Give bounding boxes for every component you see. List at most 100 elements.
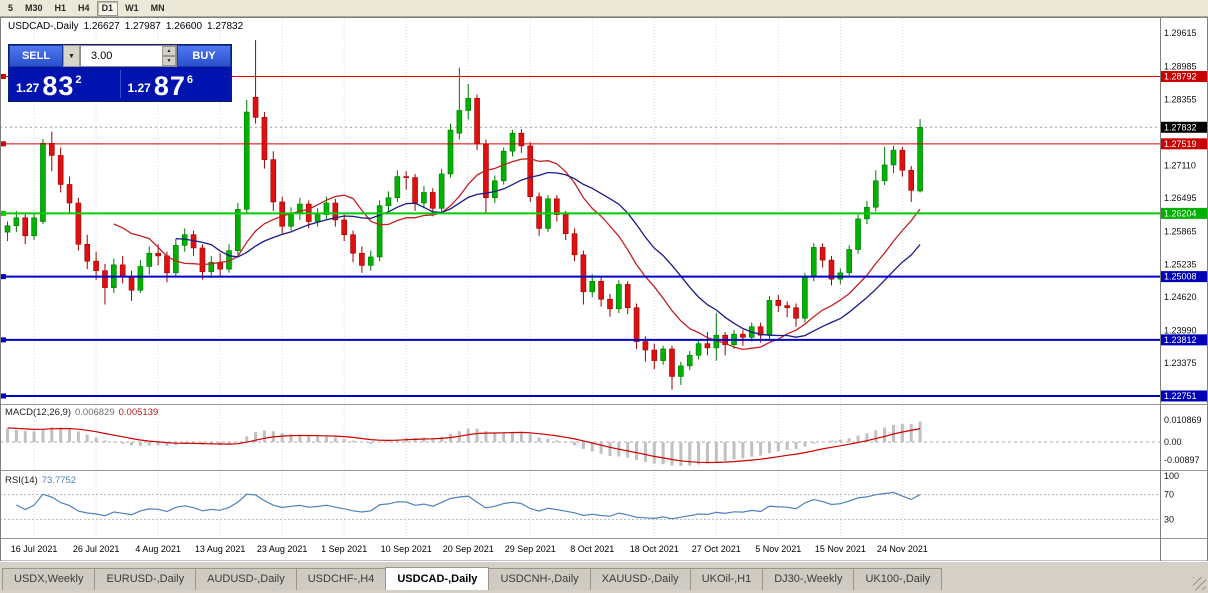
sell-price-prefix: 1.27: [16, 81, 40, 95]
ohlc-close: 1.27832: [207, 21, 244, 32]
level-handle[interactable]: [1, 210, 6, 216]
sell-price-display[interactable]: 1.27 83 2: [9, 67, 120, 101]
svg-text:1 Sep 2021: 1 Sep 2021: [321, 544, 367, 554]
svg-text:0.00: 0.00: [1164, 437, 1182, 447]
chart-tab-usdx-weekly[interactable]: USDX,Weekly: [2, 568, 96, 590]
volume-increase-button[interactable]: ▲: [162, 46, 176, 56]
timeframe-button-h1[interactable]: H1: [54, 2, 67, 13]
macd-main-value: 0.006829: [75, 407, 115, 418]
svg-text:16 Jul 2021: 16 Jul 2021: [11, 544, 58, 554]
sell-price-big: 83: [42, 71, 75, 102]
level-price-tag: [1161, 207, 1207, 219]
svg-text:15 Nov 2021: 15 Nov 2021: [815, 544, 866, 554]
ohlc-open: 1.26627: [83, 21, 120, 32]
chart-tab-uk100-daily[interactable]: UK100-,Daily: [853, 568, 943, 590]
timeframe-button-h4[interactable]: H4: [78, 2, 90, 13]
chart-tab-usdcnh-daily[interactable]: USDCNH-,Daily: [488, 568, 591, 590]
trade-prices-row: 1.27 83 2 1.27 87 6: [9, 67, 231, 101]
svg-text:27 Oct 2021: 27 Oct 2021: [692, 544, 741, 554]
macd-signal-value: 0.005139: [118, 407, 159, 418]
svg-text:23 Aug 2021: 23 Aug 2021: [257, 544, 308, 554]
svg-text:1.25235: 1.25235: [1164, 260, 1197, 270]
svg-text:8 Oct 2021: 8 Oct 2021: [570, 544, 614, 554]
resize-grip[interactable]: [1193, 577, 1206, 590]
candles-layer: [4, 40, 923, 390]
ma-slow-line: [175, 171, 921, 338]
level-handle[interactable]: [1, 393, 6, 399]
svg-text:1.28792: 1.28792: [1164, 72, 1197, 82]
chart-tab-ukoil-h1[interactable]: UKOil-,H1: [689, 568, 764, 590]
chart-title: USDCAD-,Daily 1.26627 1.27987 1.26600 1.2783…: [8, 21, 248, 32]
rsi-value: 73.7752: [41, 475, 77, 486]
volume-spinner: ▲ ▼: [162, 46, 176, 66]
svg-text:29 Sep 2021: 29 Sep 2021: [505, 544, 556, 554]
svg-text:13 Aug 2021: 13 Aug 2021: [195, 544, 246, 554]
chart-tab-usdchf-h4[interactable]: USDCHF-,H4: [295, 568, 387, 590]
rsi-name: RSI(14): [5, 475, 38, 486]
level-handle[interactable]: [1, 74, 6, 80]
chart-tab-dj30-weekly[interactable]: DJ30-,Weekly: [762, 568, 855, 590]
macd-signal-line: [7, 427, 921, 464]
svg-text:1.27519: 1.27519: [1164, 139, 1197, 149]
volume-decrease-button[interactable]: ▼: [162, 56, 176, 66]
ma-fast-line: [113, 158, 921, 351]
timeframe-toolbar: 5 M30 H1 H4 D1 W1 MN: [0, 0, 1208, 17]
svg-text:1.26204: 1.26204: [1164, 208, 1197, 218]
svg-text:30: 30: [1164, 514, 1174, 524]
timeframe-button-d1[interactable]: D1: [96, 0, 119, 16]
svg-text:1.27832: 1.27832: [1164, 122, 1197, 132]
buy-price-display[interactable]: 1.27 87 6: [121, 67, 232, 101]
sell-price-pip: 2: [75, 74, 82, 86]
chart-tab-xauusd-daily[interactable]: XAUUSD-,Daily: [589, 568, 691, 590]
timeframe-button-mn[interactable]: MN: [150, 2, 165, 13]
svg-text:1.29615: 1.29615: [1164, 28, 1197, 38]
level-price-tag: [1161, 271, 1207, 283]
rsi-line: [16, 491, 921, 520]
level-handle[interactable]: [1, 274, 6, 280]
level-price-tag: [1161, 71, 1207, 83]
svg-text:20 Sep 2021: 20 Sep 2021: [443, 544, 494, 554]
svg-text:0.010869: 0.010869: [1164, 415, 1202, 425]
level-handle[interactable]: [1, 141, 6, 147]
svg-text:1.23375: 1.23375: [1164, 358, 1197, 368]
ohlc-high: 1.27987: [124, 21, 161, 32]
svg-text:1.25865: 1.25865: [1164, 226, 1197, 236]
svg-text:1.24620: 1.24620: [1164, 292, 1197, 302]
volume-value[interactable]: 3.00: [91, 50, 113, 62]
price-axis[interactable]: 1.29615 1.28985 1.28355 1.27110 1.26495 1.258…: [1164, 28, 1197, 368]
ohlc-low: 1.26600: [165, 21, 203, 32]
timeframe-button-w1[interactable]: W1: [125, 2, 139, 13]
timeframe-button-m30[interactable]: M30: [25, 2, 43, 13]
svg-text:100: 100: [1164, 471, 1179, 481]
level-price-tag: [1161, 334, 1207, 346]
one-click-trading-panel: SELL ▼ 3.00 ▲ ▼ BUY 1.27 83 2 1.27 87 6: [8, 44, 232, 102]
svg-text:1.22751: 1.22751: [1164, 391, 1197, 401]
volume-field[interactable]: 3.00 ▲ ▼: [80, 45, 177, 67]
buy-price-prefix: 1.27: [127, 81, 151, 95]
level-price-tag: [1161, 390, 1207, 402]
chart-tab-audusd-daily[interactable]: AUDUSD-,Daily: [195, 568, 297, 590]
macd-indicator-label: MACD(12,26,9) 0.006829 0.005139: [5, 407, 158, 418]
buy-button[interactable]: BUY: [177, 45, 231, 67]
svg-text:10 Sep 2021: 10 Sep 2021: [381, 544, 432, 554]
svg-text:1.26495: 1.26495: [1164, 193, 1197, 203]
svg-text:4 Aug 2021: 4 Aug 2021: [135, 544, 181, 554]
buy-price-big: 87: [153, 71, 186, 102]
date-axis[interactable]: 16 Jul 2021 26 Jul 2021 4 Aug 2021 13 Aug 2…: [11, 544, 928, 554]
svg-text:26 Jul 2021: 26 Jul 2021: [73, 544, 120, 554]
chart-tab-eurusd-daily[interactable]: EURUSD-,Daily: [94, 568, 197, 590]
svg-text:18 Oct 2021: 18 Oct 2021: [630, 544, 679, 554]
level-price-tag: [1161, 138, 1207, 150]
chart-symbol-period: USDCAD-,Daily: [8, 21, 79, 32]
level-handle[interactable]: [1, 337, 6, 343]
volume-dropdown-button[interactable]: ▼: [63, 45, 80, 67]
sell-button[interactable]: SELL: [9, 45, 63, 67]
svg-text:1.23990: 1.23990: [1164, 325, 1197, 335]
price-divider: [119, 70, 121, 98]
timeframe-button-5[interactable]: 5: [8, 2, 14, 13]
chart-tabs-bar: USDX,Weekly EURUSD-,Daily AUDUSD-,Daily USD…: [0, 561, 1208, 593]
chart-tab-usdcad-daily[interactable]: USDCAD-,Daily: [385, 567, 490, 590]
svg-text:1.23812: 1.23812: [1164, 335, 1197, 345]
